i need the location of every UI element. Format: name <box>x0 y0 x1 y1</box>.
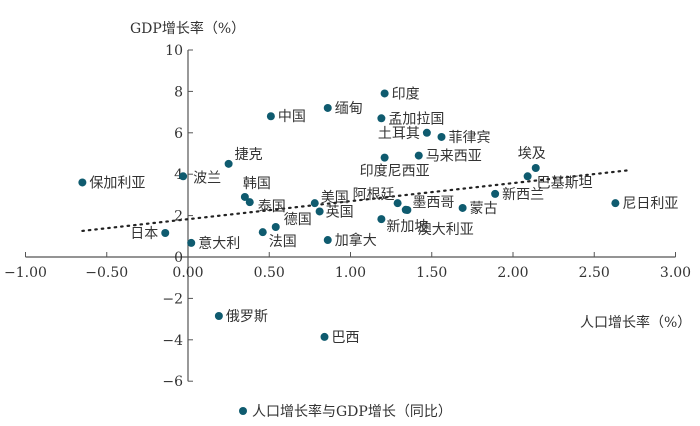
x-tick-label: −1.00 <box>4 265 47 281</box>
data-point <box>380 153 389 162</box>
data-point <box>523 172 532 181</box>
point-label: 孟加拉国 <box>388 111 444 127</box>
data-point <box>78 178 87 187</box>
point-label: 埃及 <box>518 146 546 162</box>
data-point <box>315 207 324 216</box>
data-point <box>531 163 540 172</box>
y-axis-title: GDP增长率（%） <box>130 20 245 37</box>
point-label: 缅甸 <box>335 101 363 117</box>
legend-marker <box>239 407 247 415</box>
y-tick-label: 4 <box>174 167 183 183</box>
point-label: 印度 <box>392 86 420 102</box>
y-tick-label: 10 <box>165 43 183 59</box>
data-point <box>187 238 196 247</box>
point-label: 美国 <box>321 190 349 206</box>
point-label: 泰国 <box>258 199 286 215</box>
data-point <box>224 159 233 168</box>
x-tick-label: 3.00 <box>660 265 691 281</box>
x-tick-label: 0.00 <box>172 265 203 281</box>
point-label: 菲律宾 <box>449 130 491 146</box>
data-point <box>323 236 332 245</box>
point-label: 阿根廷 <box>353 187 395 203</box>
data-point <box>179 172 188 181</box>
data-point <box>491 189 500 198</box>
data-point <box>245 198 254 207</box>
point-label: 德国 <box>284 212 312 228</box>
point-label: 波兰 <box>193 170 221 186</box>
data-point <box>380 89 389 98</box>
point-label: 捷克 <box>235 147 263 163</box>
point-label: 保加利亚 <box>89 175 145 191</box>
data-point <box>258 228 267 237</box>
x-tick-label: 1.50 <box>416 265 447 281</box>
data-point <box>377 114 386 123</box>
data-point <box>611 199 620 208</box>
legend: 人口增长率与GDP增长（同比） <box>239 403 452 420</box>
data-point <box>422 128 431 137</box>
data-point <box>161 228 170 237</box>
point-label: 法国 <box>269 234 297 250</box>
data-point <box>437 132 446 141</box>
y-tick-label: 8 <box>174 84 183 100</box>
trendline-group <box>81 169 628 233</box>
point-label: 日本 <box>130 226 158 242</box>
point-label: 意大利 <box>198 235 240 252</box>
y-tick-label: −4 <box>162 333 183 349</box>
point-label: 新西兰 <box>502 187 544 203</box>
y-tick-label: −2 <box>162 291 183 307</box>
point-label: 土耳其 <box>378 126 420 142</box>
data-point <box>240 192 249 201</box>
point-label: 中国 <box>278 109 306 125</box>
x-tick-label: −0.50 <box>85 265 128 281</box>
data-point <box>266 112 275 121</box>
point-label: 蒙古 <box>470 201 498 217</box>
axes: −1.00 −0.50 0.00 0.50 1.00 1.50 2.00 2.50 3.00 10… <box>4 43 691 390</box>
x-axis-title: 人口增长率（%） <box>580 314 691 331</box>
data-point <box>310 199 319 208</box>
point-label: 马来西亚 <box>426 149 482 165</box>
y-tick-label: 0 <box>174 250 183 266</box>
y-tick-label: 2 <box>174 209 183 225</box>
data-point <box>271 222 280 231</box>
point-label: 巴西 <box>332 330 360 346</box>
point-label: 英国 <box>326 203 354 220</box>
point-label: 加拿大 <box>335 232 377 249</box>
x-tick-label: 2.00 <box>497 265 528 281</box>
point-label: 俄罗斯 <box>226 309 268 325</box>
point-label: 澳大利亚 <box>418 222 474 238</box>
data-point <box>414 151 423 160</box>
x-tick-label: 2.50 <box>579 265 610 281</box>
point-label: 韩国 <box>243 176 271 192</box>
point-label: 墨西哥 <box>412 195 454 211</box>
data-point <box>393 199 402 208</box>
point-label: 印度尼西亚 <box>360 164 430 180</box>
point-label: 尼日利亚 <box>622 196 678 212</box>
y-tick-label: 6 <box>174 126 183 142</box>
point-label: 巴基斯坦 <box>537 174 593 191</box>
x-tick-label: 0.50 <box>254 265 285 281</box>
data-point <box>458 203 467 212</box>
x-tick-label: 1.00 <box>335 265 366 281</box>
point-label: 新加坡 <box>386 219 428 235</box>
data-point <box>323 103 332 112</box>
trendline <box>81 169 628 233</box>
y-tick-label: −6 <box>162 374 183 390</box>
data-point <box>377 215 386 224</box>
data-point <box>214 311 223 320</box>
data-point <box>401 205 410 214</box>
legend-label: 人口增长率与GDP增长（同比） <box>252 403 452 420</box>
data-point <box>320 332 329 341</box>
